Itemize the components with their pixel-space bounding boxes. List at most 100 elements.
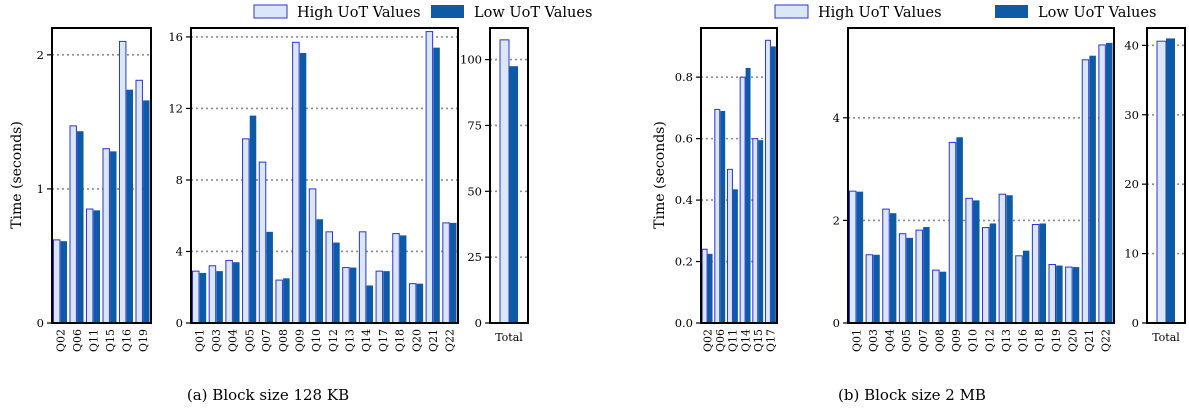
chart-b-p1-ytick-label: 0.0 <box>675 316 693 330</box>
chart-a-p2-category-label: Q13 <box>344 329 357 352</box>
chart-a-p2-bar-low-q03 <box>216 271 223 323</box>
chart-a-p2-category-label: Q10 <box>310 329 323 352</box>
chart-b-p2-bar-low-q12 <box>989 223 997 323</box>
chart-a-p2-bar-high-q13 <box>342 267 350 324</box>
chart-a-p1-category-label: Q16 <box>120 329 133 352</box>
chart-a-p2-bar-low-q18 <box>399 235 407 323</box>
chart-b-p2-bar-low-q09 <box>956 137 963 323</box>
chart-b-p3-bar-high-total <box>1156 40 1167 324</box>
chart-a-p1-category-label: Q15 <box>104 329 117 352</box>
chart-a-p2-bar-high-q08 <box>275 279 283 324</box>
chart-b-p1-bar-low-q17 <box>770 46 776 323</box>
chart-b-p2-category-label: Q10 <box>967 329 980 352</box>
chart-a-p1-bar-low-q06 <box>77 131 84 323</box>
chart-a-p2-category-label: Q22 <box>444 329 457 352</box>
chart-a-p2-bar-low-q12 <box>333 242 340 323</box>
chart-b-p2-bar-high-q01 <box>848 190 857 324</box>
chart-a-p2-category-label: Q18 <box>394 329 407 352</box>
chart-b-p2-bar-low-q04 <box>889 213 897 323</box>
legend-a-high-swatch <box>253 4 288 19</box>
chart-b-p2-category-label: Q07 <box>917 329 930 352</box>
chart-a-p2-bar-low-q05 <box>249 115 257 323</box>
chart-a-p1-bar-high-q06 <box>69 125 77 324</box>
chart-b-p2-bar-high-q04 <box>882 208 890 324</box>
chart-a-p3-category-label: Total <box>495 331 523 344</box>
chart-a-p2-bar-high-q12 <box>325 231 334 324</box>
chart-a-p2-category-label: Q04 <box>227 329 240 352</box>
y-axis-label-b: Time (seconds) <box>652 121 668 229</box>
legend-b-high-swatch <box>774 4 809 19</box>
chart-b-p1-bar-low-q02 <box>707 253 713 323</box>
chart-a-p2-category-label: Q07 <box>260 329 273 352</box>
chart-a-p1-ytick-label: 0 <box>37 316 44 330</box>
chart-a-p3-ytick-label: 25 <box>467 250 482 264</box>
chart-a-p2-ytick-label: 8 <box>176 173 183 187</box>
chart-a-p1-category-label: Q06 <box>71 329 84 352</box>
chart-a-p2-bar-high-q20 <box>408 283 417 324</box>
chart-a-p2-bar-high-q17 <box>375 270 384 324</box>
legend-b: High UoT Values Low UoT Values <box>774 4 1156 21</box>
chart-a-p2-category-label: Q12 <box>327 329 340 352</box>
chart-a-p2-bar-low-q04 <box>233 262 240 323</box>
chart-a-p2-category-label: Q14 <box>360 329 373 352</box>
chart-b-p1-category-label: Q17 <box>765 329 778 352</box>
chart-a-p2-bar-high-q07 <box>258 161 267 324</box>
chart-b-p2-bar-low-q13 <box>1006 195 1013 323</box>
chart-a-p2-category-label: Q03 <box>210 329 223 352</box>
chart-a-p2-bar-high-q05 <box>242 138 250 324</box>
chart-b-p2-category-label: Q09 <box>950 329 963 352</box>
chart-a-p2-ytick-label: 12 <box>168 101 183 115</box>
chart-b-p2-bar-low-q10 <box>973 200 980 323</box>
chart-a-p1-bar-high-q16 <box>118 40 127 324</box>
caption-a: (a) Block size 128 KB <box>187 386 349 404</box>
chart-a-p2-bar-low-q17 <box>383 271 390 323</box>
chart-a-p1-ytick-label: 1 <box>37 182 44 196</box>
chart-a-p2-bar-high-q14 <box>358 231 367 324</box>
chart-a-p2-ytick-label: 16 <box>168 30 183 44</box>
chart-b-p2-bar-high-q19 <box>1048 264 1056 324</box>
chart-b-p2-bar-low-q16 <box>1022 250 1030 323</box>
chart-b-p1-ytick-label: 0.8 <box>675 70 693 84</box>
chart-b-p2-bar-low-q20 <box>1072 267 1080 323</box>
chart-a-p2-bar-low-q10 <box>316 219 323 323</box>
chart-b-p1-bar-low-q06 <box>720 110 726 323</box>
chart-a-p2-category-label: Q08 <box>277 329 290 352</box>
chart-b-p2-category-label: Q04 <box>884 329 897 352</box>
chart-b-p2-category-label: Q19 <box>1050 329 1063 352</box>
chart-a-p2-bar-low-q20 <box>416 283 424 323</box>
chart-b-p2-category-label: Q18 <box>1033 329 1046 352</box>
chart-b-p2-bar-low-q21 <box>1089 55 1096 324</box>
chart-b-p3-ytick-label: 20 <box>1124 177 1139 191</box>
chart-a-p1-bar-high-q11 <box>85 208 94 324</box>
chart-b-p2-bar-low-q19 <box>1056 265 1063 323</box>
chart-b-panel-2: 0 2 4 Q01 Q03 Q04 Q05 Q07 Q08 Q09 Q10 Q12 Q13 Q16 Q18 Q… <box>833 27 1115 352</box>
y-axis-label-a: Time (seconds) <box>9 121 25 229</box>
chart-a-p3-ytick-label: 50 <box>467 184 482 198</box>
chart-b-p1-bar-high-q17 <box>764 39 771 324</box>
chart-b-p1-bar-high-q02 <box>701 248 708 324</box>
chart-a-p2-bar-low-q09 <box>299 53 307 323</box>
chart-a-p2-bar-high-q18 <box>392 233 400 324</box>
chart-b-p1-category-label: Q11 <box>727 329 740 352</box>
chart-b-p1-category-label: Q02 <box>701 329 714 352</box>
chart-a-p1-frame <box>51 27 152 324</box>
legend-b-low-label: Low UoT Values <box>1038 5 1156 21</box>
chart-a-p1-bar-high-q19 <box>135 79 143 324</box>
chart-b-p3-ytick-label: 0 <box>1132 316 1139 330</box>
chart-b-panel-total: 0 10 20 30 40 Total <box>1124 27 1186 344</box>
chart-b-p3-ytick-label: 40 <box>1124 38 1139 52</box>
chart-a-p2-bar-low-q13 <box>349 267 357 323</box>
chart-b-p2-category-label: Q21 <box>1083 329 1096 352</box>
chart-b-p2-bar-high-q09 <box>948 141 957 324</box>
chart-a-p1-bar-high-q15 <box>102 148 110 324</box>
chart-a-p3-bar-low-total <box>509 66 518 324</box>
chart-b-p2-ytick-label: 2 <box>833 213 840 227</box>
chart-b-p2-category-label: Q16 <box>1017 329 1030 352</box>
chart-a-p1-bar-low-q16 <box>126 89 134 323</box>
chart-a-p2-bar-high-q04 <box>225 259 233 324</box>
chart-b-p3-ytick-label: 10 <box>1124 247 1139 261</box>
chart-a-p2-bar-high-q22 <box>442 222 450 324</box>
chart-a-p2-category-label: Q21 <box>427 329 440 352</box>
chart-a-p1-bar-low-q19 <box>143 100 150 323</box>
chart-a-p1-category-label: Q02 <box>54 329 67 352</box>
